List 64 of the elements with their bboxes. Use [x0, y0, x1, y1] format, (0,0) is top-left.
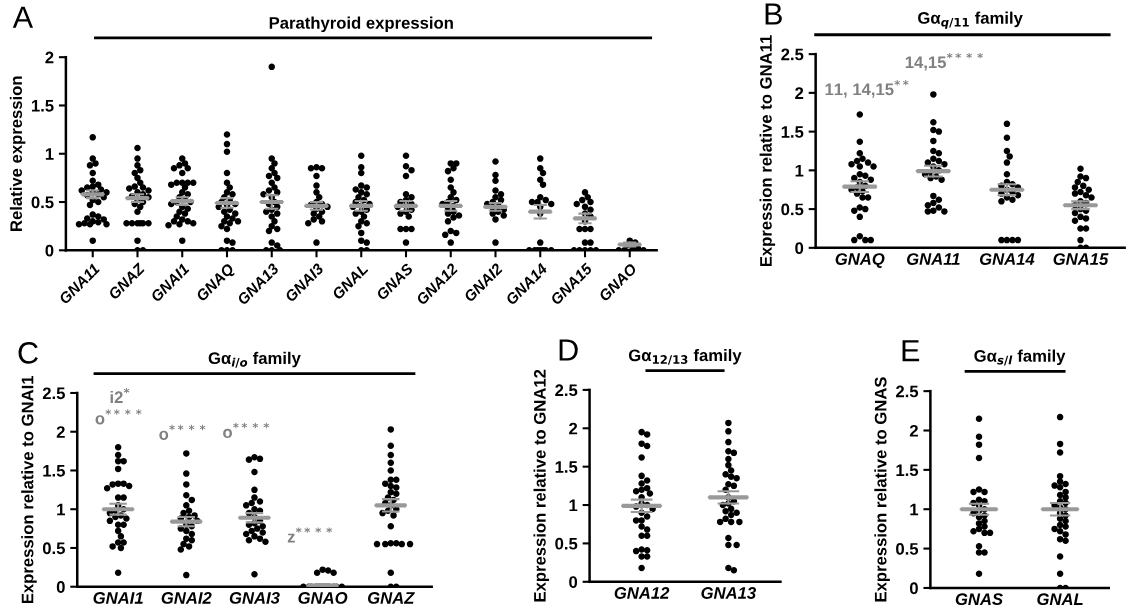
x-tick-label: GNAS — [955, 593, 1003, 606]
y-axis-title: Expression relative to GNA12 — [533, 369, 550, 602]
y-tick-label: 1.5 — [781, 126, 804, 138]
y-tick-label: 0 — [45, 244, 54, 257]
x-tick-label: GNAO — [298, 592, 348, 604]
y-tick-label: 1.5 — [555, 461, 578, 473]
annotation: o$^{****}$ — [223, 422, 270, 438]
annotation: i2$^{*}$ — [110, 387, 130, 403]
x-tick-label: GNA11 — [907, 253, 960, 265]
text: B — [765, 3, 782, 25]
y-tick-label: 0 — [56, 581, 65, 593]
x-tick-label: GNAI1 — [93, 592, 143, 604]
y-tick-label: 2 — [909, 424, 918, 437]
y-tick-label: 1 — [45, 148, 54, 160]
x-tick-label: GNA13 — [701, 587, 756, 599]
x-tick-label: GNA12 — [614, 587, 670, 599]
x-tick-label: GNA15 — [1053, 253, 1109, 265]
y-tick-label: 0.5 — [555, 537, 578, 550]
chart-title: Gα$_{s/l}$ family — [974, 349, 1066, 366]
y-tick-label: 0 — [569, 576, 578, 588]
y-axis-title: Relative expression — [9, 76, 26, 231]
annotation: o$^{****}$ — [159, 424, 206, 440]
chart-title: Parathyroid expression — [269, 16, 453, 33]
annotation: 14,15$^{****}$ — [905, 52, 983, 71]
y-tick-label: 2 — [569, 422, 578, 435]
x-tick-label: GNA14 — [979, 253, 1035, 265]
y-tick-label: 1.5 — [31, 100, 54, 112]
y-tick-label: 2 — [795, 87, 804, 99]
y-tick-label: 2.5 — [555, 384, 578, 397]
y-tick-label: 2 — [56, 426, 65, 438]
text: C — [18, 342, 38, 364]
y-tick-label: 1 — [910, 503, 919, 516]
x-tick-label: GNAZ — [367, 592, 415, 604]
chart-title: Gα$_{q/11}$ family — [918, 11, 1023, 29]
y-tick-label: 0.5 — [781, 203, 804, 216]
y-tick-label: 0 — [795, 242, 804, 255]
y-tick-label: 1.5 — [896, 464, 919, 477]
x-tick-label: GNAI3 — [229, 592, 280, 604]
y-axis-title: Expression relative to GNAS — [874, 377, 890, 602]
text: A — [12, 6, 34, 28]
y-tick-label: 0.5 — [896, 542, 919, 555]
y-tick-label: 0 — [909, 582, 918, 595]
y-tick-label: 0.5 — [42, 542, 65, 555]
x-tick-label: GNAL — [1037, 593, 1083, 606]
y-tick-label: 2.5 — [781, 48, 804, 61]
x-tick-label: GNAI2 — [161, 592, 212, 604]
annotation: 11, 14,15$^{**}$ — [825, 80, 909, 98]
y-tick-label: 1 — [569, 499, 578, 512]
y-tick-label: 0.5 — [31, 196, 54, 209]
x-tick-label: GNAQ — [835, 253, 885, 269]
annotation: z$^{****}$ — [287, 527, 332, 543]
y-tick-label: 1 — [57, 503, 65, 516]
chart-title: Gα$_{12/13}$ family — [628, 348, 742, 365]
y-tick-label: 1 — [795, 164, 804, 177]
y-axis-title: Expression relative to GNAI1 — [21, 375, 37, 604]
y-tick-label: 2 — [45, 51, 54, 64]
y-axis-title: Expression relative to GNA11 — [759, 35, 776, 267]
text: D — [559, 339, 578, 361]
y-tick-label: 2.5 — [42, 387, 65, 400]
annotation: o$^{****}$ — [95, 409, 142, 425]
y-tick-label: 2.5 — [895, 385, 919, 398]
y-tick-label: 1.5 — [43, 465, 65, 477]
chart-title: Gα$_{i/o}$ family — [208, 351, 301, 368]
text: E — [902, 340, 920, 362]
